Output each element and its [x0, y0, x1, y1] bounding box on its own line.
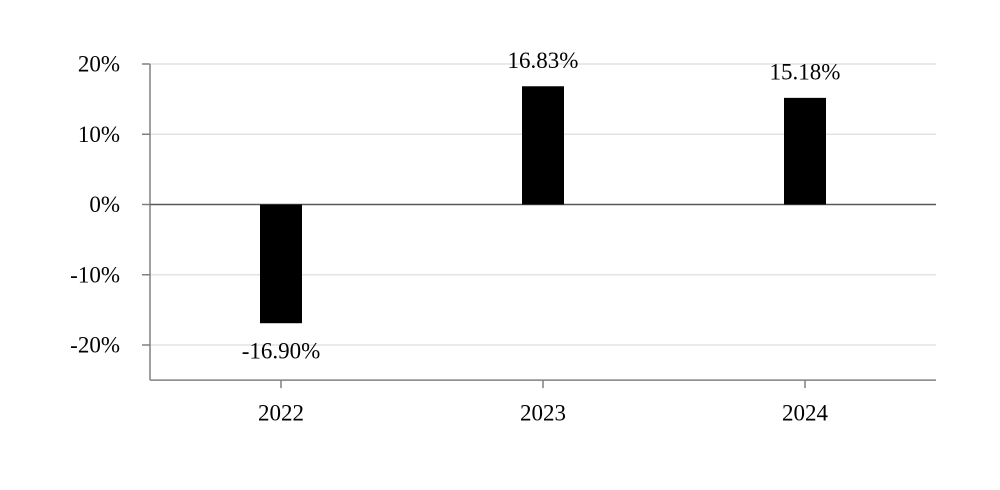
- bars: [260, 86, 826, 324]
- y-tick-label: 0%: [89, 192, 120, 217]
- bar-2022: [260, 204, 302, 324]
- y-tick-label: -10%: [70, 262, 120, 287]
- x-tick-label: 2023: [520, 401, 566, 426]
- data-label: 16.83%: [508, 48, 579, 73]
- bar-2023: [522, 86, 564, 205]
- y-tick-label: 10%: [78, 122, 120, 147]
- y-tick-label: -20%: [70, 333, 120, 358]
- y-tick-label: 20%: [78, 52, 120, 77]
- data-label: -16.90%: [242, 339, 321, 364]
- data-labels: -16.90% 16.83% 15.18%: [242, 48, 841, 364]
- x-tick-label: 2022: [258, 401, 304, 426]
- bar-2024: [784, 97, 826, 205]
- x-tick-label: 2024: [782, 401, 829, 426]
- data-label: 15.18%: [770, 59, 841, 84]
